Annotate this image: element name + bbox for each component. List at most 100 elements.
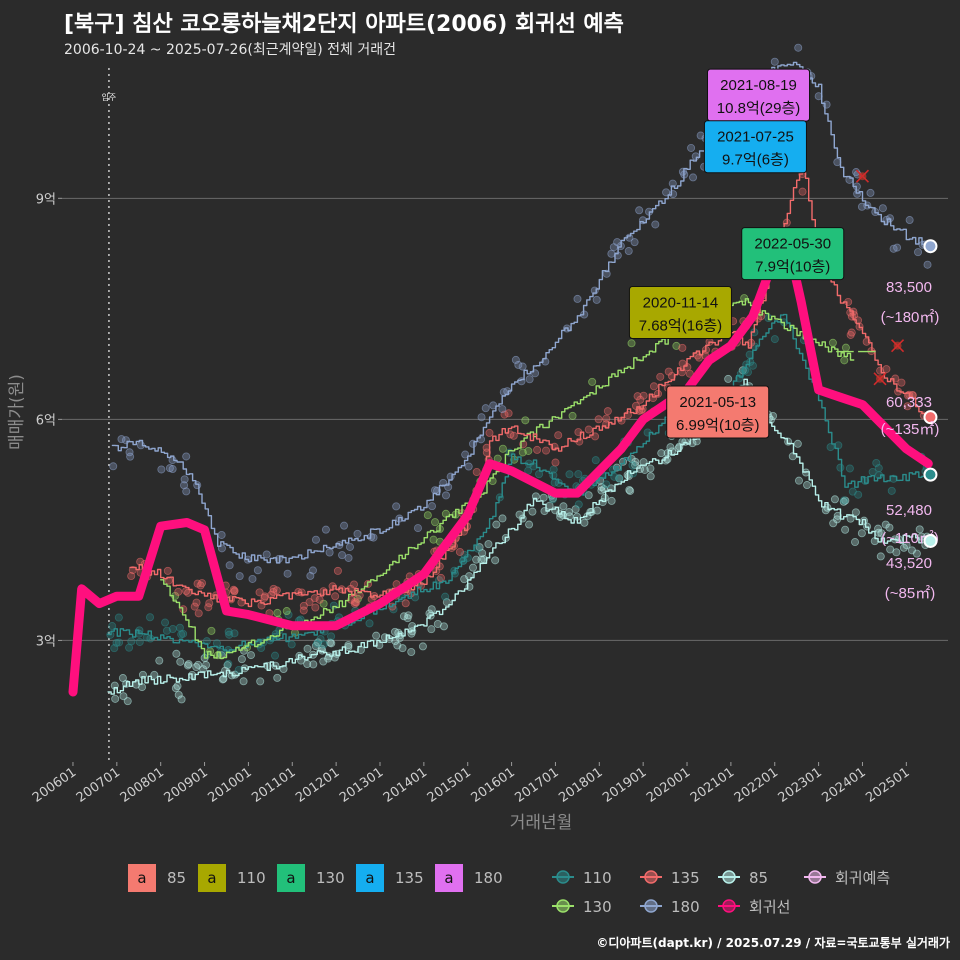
scatter-point-180 <box>525 375 534 384</box>
legend-line-label: 135 <box>671 869 700 887</box>
scatter-point-85 <box>539 493 548 502</box>
scatter-point-135 <box>485 428 494 437</box>
scatter-point-180 <box>923 260 932 269</box>
x-tick-label: 200701 <box>74 765 123 806</box>
scatter-point-110 <box>234 665 243 674</box>
scatter-point-135 <box>542 446 551 455</box>
legend-line-dot <box>722 870 736 884</box>
y-tick-label: 9억 <box>36 192 56 207</box>
legend-fill-key <box>128 864 156 892</box>
scatter-point-85 <box>118 674 127 683</box>
scatter-point-135 <box>305 598 314 607</box>
x-tick-label: 202201 <box>732 765 781 806</box>
scatter-point-110 <box>175 623 184 632</box>
scatter-point-135 <box>533 445 542 454</box>
scatter-point-110 <box>565 470 574 479</box>
legend-fill-key <box>277 864 305 892</box>
max-label-value: 7.9억(10층) <box>755 259 830 276</box>
scatter-point-135 <box>678 343 687 352</box>
scatter-point-135 <box>269 587 278 596</box>
scatter-point-130 <box>429 535 438 544</box>
scatter-point-180 <box>662 188 671 197</box>
scatter-point-85 <box>885 523 894 532</box>
scatter-point-110 <box>574 500 583 509</box>
x-tick-label: 201301 <box>337 765 386 806</box>
scatter-point-110 <box>127 637 136 646</box>
scatter-point-110 <box>225 630 234 639</box>
scatter-point-85 <box>593 506 602 515</box>
scatter-point-85 <box>472 555 481 564</box>
legend-line-dot <box>556 870 570 884</box>
scatter-point-85 <box>841 525 850 534</box>
scatter-point-85 <box>915 525 924 534</box>
scatter-point-110 <box>224 627 233 636</box>
scatter-point-135 <box>882 365 891 374</box>
scatter-point-85 <box>860 516 869 525</box>
scatter-point-180 <box>668 179 677 188</box>
scatter-point-85 <box>580 518 589 527</box>
end-area-85: (~85㎡) <box>885 585 935 602</box>
scatter-point-85 <box>597 486 606 495</box>
scatter-point-85 <box>491 556 500 565</box>
x-tick-label: 202101 <box>688 765 737 806</box>
scatter-point-180 <box>689 173 698 182</box>
scatter-point-85 <box>391 627 400 636</box>
scatter-point-130 <box>521 416 530 425</box>
chart-title: [북구] 침산 코오롱하늘채2단지 아파트(2006) 회귀선 예측 <box>64 12 624 37</box>
scatter-point-110 <box>284 610 293 619</box>
scatter-point-110 <box>327 632 336 641</box>
scatter-point-135 <box>230 586 239 595</box>
scatter-point-85 <box>793 439 802 448</box>
scatter-point-135 <box>551 458 560 467</box>
scatter-point-135 <box>504 409 513 418</box>
cancelled-mark-x <box>890 339 905 353</box>
scatter-point-85 <box>173 682 182 691</box>
scatter-point-180 <box>518 362 527 371</box>
max-label-value: 7.68억(16층) <box>639 318 722 335</box>
scatter-point-180 <box>914 248 923 257</box>
scatter-point-85 <box>303 644 312 653</box>
scatter-point-135 <box>437 573 446 582</box>
scatter-point-85 <box>183 661 192 670</box>
scatter-point-110 <box>115 638 124 647</box>
legend-line-label: 85 <box>749 869 768 887</box>
end-point-180 <box>923 239 938 254</box>
scatter-point-135 <box>897 378 906 387</box>
legend-fill-label: 135 <box>395 869 424 887</box>
move-in-label: 입주 <box>102 93 117 102</box>
scatter-point-110 <box>287 640 296 649</box>
scatter-point-180 <box>481 404 490 413</box>
legend-fill-label: 85 <box>167 869 186 887</box>
scatter-point-85 <box>111 694 120 703</box>
scatter-points <box>106 43 932 706</box>
scatter-point-130 <box>841 343 850 352</box>
scatter-point-110 <box>874 464 883 473</box>
scatter-point-85 <box>199 665 208 674</box>
scatter-point-135 <box>299 606 308 615</box>
scatter-point-135 <box>656 372 665 381</box>
max-label-date: 2021-05-13 <box>679 394 756 411</box>
legend-fill-key <box>198 864 226 892</box>
scatter-point-85 <box>418 642 427 651</box>
scatter-point-110 <box>845 464 854 473</box>
scatter-point-85 <box>794 476 803 485</box>
scatter-point-180 <box>651 220 660 229</box>
scatter-point-85 <box>239 677 248 686</box>
scatter-point-110 <box>146 613 155 622</box>
scatter-point-180 <box>428 502 437 511</box>
series-line-85 <box>107 378 929 695</box>
scatter-point-85 <box>309 660 318 669</box>
scatter-point-180 <box>514 360 523 369</box>
x-tick-label: 201201 <box>293 765 342 806</box>
scatter-point-85 <box>433 619 442 628</box>
scatter-point-180 <box>311 535 320 544</box>
scatter-point-110 <box>549 465 558 474</box>
legend-fill-key-text: a <box>137 869 146 887</box>
legend-line-label: 회귀예측 <box>835 869 890 887</box>
scatter-point-85 <box>626 486 635 495</box>
x-tick-label: 202001 <box>644 765 693 806</box>
scatter-point-180 <box>340 521 349 530</box>
scatter-point-110 <box>574 470 583 479</box>
scatter-point-135 <box>602 414 611 423</box>
